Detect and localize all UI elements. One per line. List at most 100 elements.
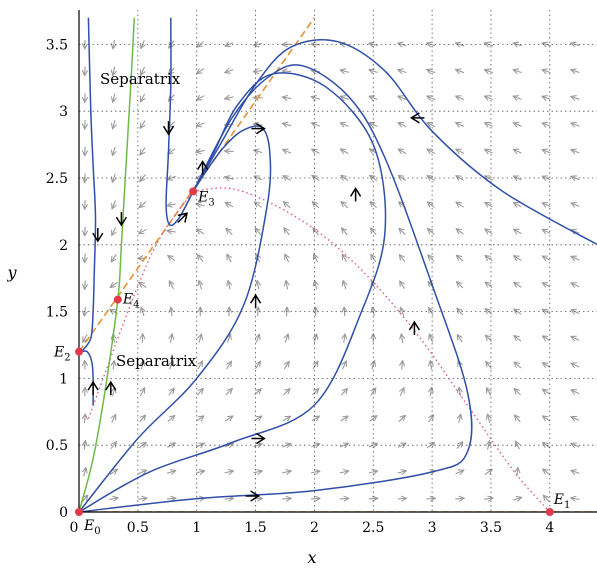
trajectory-direction-arrow	[251, 432, 266, 445]
vector-field-arrow	[515, 415, 521, 423]
vector-field-arrow	[141, 361, 144, 370]
vector-field-arrow	[284, 361, 289, 370]
vector-field-arrow	[514, 282, 522, 287]
vector-field-arrow	[112, 146, 115, 156]
vector-field-arrow	[456, 43, 465, 46]
vector-field-arrow	[344, 307, 345, 317]
vector-field-arrow	[228, 334, 231, 343]
vector-field-arrow	[313, 361, 318, 370]
vector-field-arrow	[514, 256, 522, 261]
y-tick-label: 1.5	[46, 305, 68, 321]
vector-field-arrow	[457, 308, 464, 316]
vector-field-arrow	[398, 415, 405, 423]
vector-field-arrow	[113, 39, 115, 49]
y-tick-label: 0	[59, 505, 68, 521]
vector-field-arrow	[166, 498, 176, 499]
vector-field-arrow	[455, 498, 464, 499]
vector-field-arrow	[456, 255, 464, 262]
vector-field-arrow	[427, 96, 436, 100]
vector-field-arrow	[542, 43, 551, 46]
vector-field-arrow	[514, 229, 522, 233]
x-axis-title: x	[307, 548, 316, 567]
vector-field-arrow	[368, 498, 378, 499]
vector-field-arrow	[227, 361, 232, 370]
vector-field-arrow	[571, 150, 580, 153]
separatrix-label-top: Separatrix	[100, 70, 181, 88]
vector-field-arrow	[456, 202, 464, 208]
vector-field-arrow	[513, 176, 522, 180]
vector-field-arrow	[81, 495, 88, 503]
equilibrium-point-e2	[75, 347, 83, 356]
vector-field-arrow	[109, 469, 117, 475]
vector-field-arrow	[344, 334, 345, 343]
x-tick-label: 2	[310, 520, 319, 536]
vector-field-arrow	[430, 387, 432, 397]
vector-field-arrow	[85, 226, 86, 236]
vector-field-arrow	[427, 202, 435, 208]
vector-field-arrow	[369, 123, 378, 127]
vector-field-arrow	[138, 470, 146, 473]
vector-field-arrow	[542, 256, 551, 260]
vector-field-arrow	[85, 280, 86, 289]
vector-field-arrow	[484, 70, 493, 73]
vector-field-arrow	[397, 498, 407, 499]
vector-field-arrow	[514, 309, 522, 315]
equilibrium-point-e0	[75, 508, 83, 516]
vector-field-arrow	[196, 204, 205, 206]
vector-field-arrow	[485, 229, 493, 235]
trajectory-curve	[79, 64, 473, 512]
vector-field-arrow	[282, 416, 291, 421]
vector-field	[81, 39, 580, 503]
vector-field-arrow	[571, 203, 580, 206]
vector-field-arrow	[456, 176, 464, 181]
vector-field-arrow	[139, 415, 146, 423]
vector-field-arrow	[167, 231, 176, 232]
vector-field-arrow	[398, 123, 407, 127]
vector-field-arrow	[311, 444, 319, 447]
trajectory-direction-arrow	[87, 380, 99, 396]
vector-field-arrow	[284, 228, 290, 236]
vector-field-arrow	[369, 43, 378, 45]
vector-field-arrow	[168, 388, 174, 396]
vector-field-arrow	[369, 96, 378, 99]
vector-field-arrow	[428, 229, 435, 235]
trajectory-curve	[80, 17, 97, 353]
trajectory-direction-arrow	[162, 121, 175, 136]
equilibrium-label-e0: E0	[83, 518, 101, 537]
vector-field-arrow	[429, 415, 434, 423]
vector-field-arrow	[571, 417, 580, 421]
vector-field-arrow	[514, 389, 521, 396]
x-tick-label: 1	[192, 520, 201, 536]
vector-field-arrow	[254, 150, 263, 153]
vector-field-arrow	[484, 96, 494, 99]
vector-field-arrow	[314, 334, 316, 343]
vector-field-arrow	[140, 388, 144, 396]
equilibrium-point-e3	[189, 187, 198, 196]
vector-field-arrow	[315, 281, 317, 290]
vector-field-arrow	[171, 334, 173, 343]
vector-field-arrow	[85, 414, 86, 424]
vector-field-arrow	[254, 43, 263, 45]
vector-field-arrow	[112, 415, 116, 423]
trajectory-direction-arrow	[196, 160, 209, 175]
vector-field-arrow	[141, 66, 145, 75]
vector-field-arrow	[167, 443, 175, 447]
vector-field-arrow	[542, 123, 551, 126]
vector-field-arrow	[112, 200, 115, 209]
direction-arrows	[87, 112, 425, 502]
vector-field-arrow	[196, 229, 205, 235]
y-tick-label: 2	[59, 238, 68, 254]
vector-field-arrow	[397, 471, 407, 473]
vector-field-arrow	[139, 282, 147, 288]
vector-field-arrow	[571, 70, 580, 73]
vector-field-arrow	[225, 389, 232, 396]
vector-field-arrow	[229, 307, 230, 317]
vector-field-arrow	[196, 123, 205, 126]
y-axis-title: y	[6, 263, 17, 282]
vector-field-arrow	[488, 414, 490, 423]
vector-field-arrow	[110, 442, 117, 450]
vector-field-arrow	[253, 471, 263, 473]
trajectory-direction-arrow	[349, 186, 362, 202]
vector-field-arrow	[513, 123, 522, 127]
vector-field-arrow	[140, 120, 145, 129]
